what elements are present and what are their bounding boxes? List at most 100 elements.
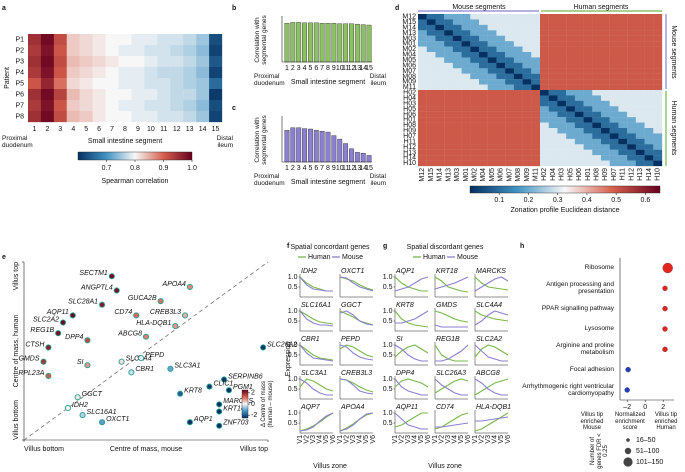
panel-gene: SI xyxy=(396,336,403,343)
heatmap-cell xyxy=(644,149,654,156)
heatmap-cell xyxy=(574,35,584,42)
heatmap-cell xyxy=(574,111,584,118)
point xyxy=(84,362,91,369)
heatmap-cell xyxy=(444,95,454,102)
series-line xyxy=(474,378,509,396)
heatmap-cell xyxy=(479,111,488,118)
text-box: Proximal duodenum xyxy=(2,135,33,149)
heatmap-cell xyxy=(461,57,471,64)
heatmap-cell xyxy=(426,138,436,145)
label: Distal ileum xyxy=(369,72,386,87)
heatmap-cell xyxy=(487,46,497,53)
heatmap-cell xyxy=(644,14,654,20)
heatmap-cell xyxy=(609,149,619,156)
heatmap-cell xyxy=(487,84,497,91)
heatmap-cell xyxy=(583,100,593,107)
heatmap-cell xyxy=(592,84,602,91)
heatmap-cell xyxy=(487,111,497,118)
y-tick-label: Villus bottom xyxy=(13,400,20,440)
x-tick-label: 15 xyxy=(365,165,373,172)
point-label: SLC2A2 xyxy=(33,316,59,323)
y-tick-label: 1.0 xyxy=(383,274,393,281)
heatmap-cell xyxy=(601,138,610,145)
heatmap-cell xyxy=(574,68,584,74)
heatmap-cell xyxy=(66,67,80,79)
heatmap-cell xyxy=(618,133,628,140)
heatmap-cell xyxy=(183,56,197,68)
heatmap-cell xyxy=(540,79,549,85)
heatmap-cell xyxy=(644,35,654,42)
heatmap-cell xyxy=(183,78,197,90)
heatmap-cell xyxy=(618,52,628,58)
heatmap-cell xyxy=(592,41,602,47)
heatmap-cell xyxy=(487,128,497,134)
heatmap-cell xyxy=(28,67,42,79)
heatmap-cell xyxy=(470,84,480,91)
heatmap-cell xyxy=(92,45,106,57)
heatmap-cell xyxy=(583,138,593,145)
heatmap-cell xyxy=(522,144,532,150)
heatmap-cell xyxy=(513,41,523,47)
heatmap-cell xyxy=(505,111,515,118)
point-label: MARCKS xyxy=(223,398,253,405)
heatmap-cell xyxy=(531,149,541,156)
label: Arrhythmogenic right ventricular cardiom… xyxy=(522,382,614,397)
heatmap-cell xyxy=(479,35,488,42)
heatmap-cell xyxy=(435,14,445,20)
heatmap-cell xyxy=(601,100,610,107)
point xyxy=(45,344,52,351)
text-box: Correlation with segmental genes xyxy=(254,15,268,65)
heatmap-cell xyxy=(635,117,645,123)
x-tick-label: 4 xyxy=(303,165,307,172)
heatmap-cell xyxy=(418,79,427,85)
heatmap-cell xyxy=(644,62,654,69)
heatmap-cell xyxy=(66,34,80,46)
heatmap-cell xyxy=(592,149,602,156)
heatmap-cell xyxy=(627,57,637,64)
heatmap-cell xyxy=(470,117,480,123)
heatmap-cell xyxy=(496,138,506,145)
heatmap-cell xyxy=(566,62,576,69)
heatmap-cell xyxy=(470,90,480,96)
heatmap-cell xyxy=(609,122,619,129)
heatmap-cell xyxy=(426,41,436,47)
heatmap-cell xyxy=(92,34,106,46)
heatmap-cell xyxy=(487,35,497,42)
heatmap-cell xyxy=(131,56,145,68)
heatmap-cell xyxy=(470,19,480,26)
heatmap-cell xyxy=(170,34,184,46)
heatmap-cell xyxy=(461,52,471,58)
y-tick-label: 0.5 xyxy=(383,352,393,359)
heatmap-cell xyxy=(635,68,645,74)
column-label: H02 xyxy=(541,168,548,181)
heatmap-cell xyxy=(566,117,576,123)
heatmap-cell xyxy=(592,100,602,107)
heatmap-cell xyxy=(435,73,445,80)
heatmap-cell xyxy=(557,52,567,58)
heatmap-cell xyxy=(470,46,480,53)
heatmap-cell xyxy=(609,30,619,36)
x-tick-label: Villus top xyxy=(240,446,268,453)
heatmap-cell xyxy=(540,84,549,91)
heatmap-cell xyxy=(426,100,436,107)
heatmap-cell xyxy=(452,19,462,26)
heatmap-cell xyxy=(627,138,637,145)
point xyxy=(113,287,120,294)
heatmap-cell xyxy=(635,149,645,156)
heatmap-cell xyxy=(557,57,567,64)
heatmap-cell xyxy=(40,34,55,46)
heatmap-cell xyxy=(435,57,445,64)
row-label: H11 xyxy=(404,138,416,145)
column-label: H14 xyxy=(646,168,653,181)
heatmap-cell xyxy=(627,30,637,36)
heatmap-cell xyxy=(566,111,576,118)
heatmap-cell xyxy=(418,24,427,31)
heatmap-cell xyxy=(452,144,462,150)
y-tick-label: Villus top xyxy=(13,262,20,290)
heatmap-cell xyxy=(548,138,558,145)
heatmap-cell xyxy=(470,68,480,74)
heatmap-cell xyxy=(609,41,619,47)
heatmap-cell xyxy=(531,52,541,58)
heatmap-cell xyxy=(487,122,497,129)
heatmap-cell xyxy=(618,84,628,91)
